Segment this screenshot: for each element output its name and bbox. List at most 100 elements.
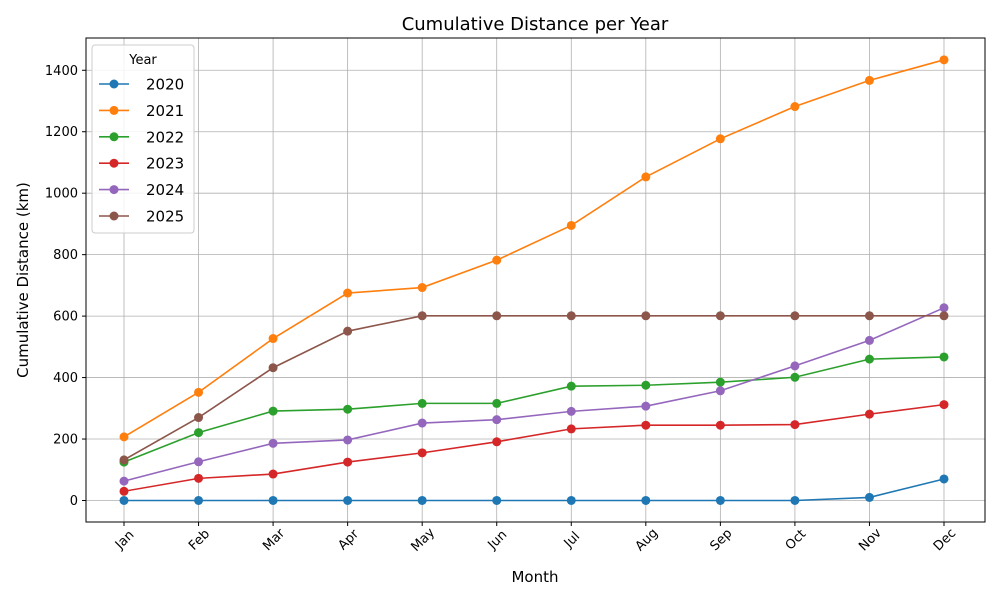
x-tick-label: Feb: [186, 527, 213, 554]
data-point: [343, 288, 353, 298]
x-axis-ticks: Jan Feb Mar Apr May Jun Jul Aug Sep Oct Nov Dec: [112, 522, 959, 555]
data-point: [566, 424, 576, 434]
plot-frame: [85, 37, 986, 523]
legend-label: 2022: [146, 128, 184, 146]
y-tick-label: 1000: [45, 187, 78, 202]
data-point: [343, 457, 353, 467]
data-point: [194, 428, 204, 438]
data-point: [268, 363, 278, 373]
data-point: [939, 303, 949, 313]
legend-swatch-marker: [109, 105, 119, 115]
data-point: [268, 406, 278, 416]
data-point: [194, 473, 204, 483]
data-point: [715, 386, 725, 396]
x-tick-label: Sep: [707, 526, 735, 554]
y-axis-label: Cumulative Distance (km): [14, 182, 32, 378]
data-point: [566, 495, 576, 505]
data-point: [492, 255, 502, 265]
data-point: [641, 172, 651, 182]
x-tick-label: Mar: [260, 526, 288, 554]
legend-swatch-marker: [109, 132, 119, 142]
data-point: [939, 400, 949, 410]
y-axis-ticks: 0 200 400 600 800 1000 1200 1400: [45, 64, 86, 509]
legend-title: Year: [128, 53, 157, 68]
data-point: [343, 326, 353, 336]
data-point: [268, 495, 278, 505]
x-tick-label: Oct: [783, 527, 810, 554]
y-tick-label: 400: [53, 371, 78, 386]
data-point: [417, 418, 427, 428]
data-point: [790, 102, 800, 112]
data-point: [641, 401, 651, 411]
series-line: [123, 307, 945, 482]
series-2023: [119, 400, 949, 496]
x-tick-label: Apr: [335, 526, 362, 553]
data-point: [715, 420, 725, 430]
legend-label: 2024: [146, 181, 184, 199]
data-point: [715, 311, 725, 321]
data-point: [343, 404, 353, 414]
legend-item-2024: 2024: [99, 181, 184, 199]
legend-swatch-marker: [109, 79, 119, 89]
data-point: [715, 377, 725, 387]
data-point: [268, 334, 278, 344]
legend-item-2023: 2023: [99, 155, 184, 173]
data-point: [417, 448, 427, 458]
legend-item-2025: 2025: [99, 208, 184, 226]
data-point: [417, 495, 427, 505]
data-point: [343, 435, 353, 445]
legend-label: 2025: [146, 208, 184, 226]
series-line: [123, 403, 945, 493]
data-point: [790, 420, 800, 430]
data-point: [268, 438, 278, 448]
data-point: [492, 415, 502, 425]
data-point: [641, 495, 651, 505]
data-point: [566, 220, 576, 230]
data-point: [566, 311, 576, 321]
legend-label: 2023: [146, 155, 184, 173]
series-2021: [119, 55, 949, 442]
data-point: [715, 495, 725, 505]
y-tick-label: 200: [53, 433, 78, 448]
series-line: [124, 478, 945, 502]
data-point: [417, 283, 427, 293]
series-2024: [119, 303, 949, 486]
data-point: [641, 420, 651, 430]
grid: [86, 38, 985, 522]
legend-item-2020: 2020: [99, 76, 184, 94]
x-tick-label: Jul: [561, 529, 583, 551]
y-tick-label: 600: [53, 310, 78, 325]
data-point: [641, 380, 651, 390]
legend-label: 2021: [146, 102, 184, 120]
series-2025: [119, 311, 949, 465]
data-point: [343, 495, 353, 505]
data-point: [790, 372, 800, 382]
data-point: [119, 455, 129, 465]
series-lines: [119, 55, 949, 505]
data-point: [864, 409, 874, 419]
data-point: [119, 476, 129, 486]
x-tick-label: Nov: [856, 526, 885, 555]
data-point: [864, 354, 874, 364]
legend-label: 2020: [146, 76, 184, 94]
data-point: [492, 311, 502, 321]
data-point: [119, 486, 129, 496]
data-point: [641, 311, 651, 321]
x-tick-label: May: [408, 525, 438, 555]
data-point: [194, 387, 204, 397]
data-point: [864, 492, 874, 502]
data-point: [790, 361, 800, 371]
y-tick-label: 0: [70, 494, 78, 509]
x-tick-label: Dec: [931, 526, 959, 554]
data-point: [417, 398, 427, 408]
data-point: [417, 311, 427, 321]
series-line: [123, 315, 944, 461]
x-tick-label: Jan: [112, 528, 137, 553]
chart-title: Cumulative Distance per Year: [402, 14, 669, 35]
data-point: [864, 75, 874, 85]
series-2020: [119, 474, 949, 505]
data-point: [864, 311, 874, 321]
x-axis-label: Month: [511, 568, 558, 586]
legend: Year 2020 2021 2022 2023 2024 2025: [91, 44, 195, 234]
